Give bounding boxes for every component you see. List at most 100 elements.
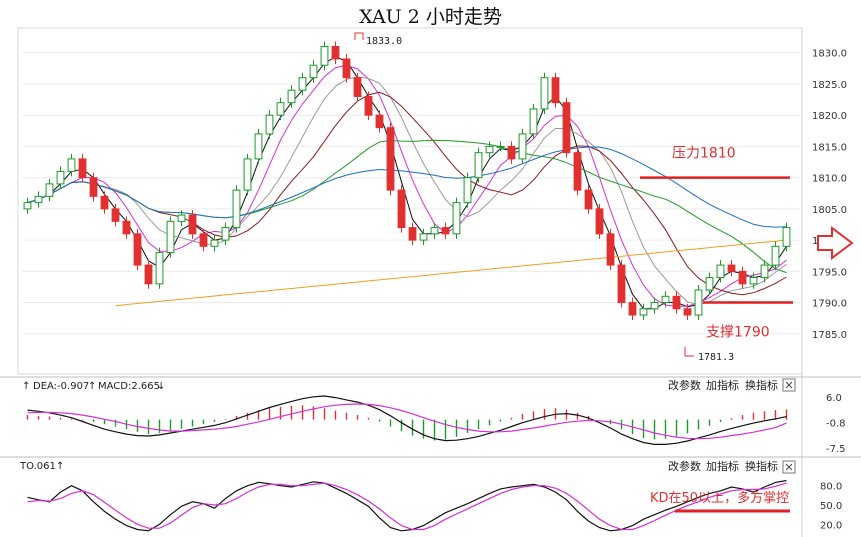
candle-down <box>727 264 736 272</box>
candle-up <box>430 227 439 235</box>
candle-down <box>573 152 582 191</box>
macd-switch-indicator-button[interactable]: 换指标 <box>745 378 778 392</box>
ma-line-gray <box>27 76 787 306</box>
candle-up <box>155 252 164 285</box>
macd-value-label: MACD:2.665 <box>98 381 160 392</box>
kd-switch-indicator-button[interactable]: 换指标 <box>745 459 778 473</box>
candle-down <box>683 308 692 316</box>
high-marker-line <box>354 32 364 40</box>
kd-change-params-button[interactable]: 改参数 <box>668 459 701 473</box>
candle-up <box>34 195 43 204</box>
kd-add-indicator-button[interactable]: 加指标 <box>706 459 739 473</box>
kd-tick-label: 20.0 <box>820 520 842 531</box>
macd-dif-line <box>27 395 787 445</box>
candle-up <box>485 145 494 154</box>
candle-up <box>705 277 714 291</box>
macd-change-params-button[interactable]: 改参数 <box>668 378 701 392</box>
candle-down <box>595 208 604 235</box>
candle-up <box>298 77 307 91</box>
price-tick-label: 1820.0 <box>812 111 847 122</box>
candle-up <box>782 227 791 247</box>
candle-up <box>210 239 219 247</box>
candle-down <box>584 189 593 210</box>
candle-up <box>694 289 703 316</box>
candle-down <box>628 302 637 316</box>
candle-up <box>276 102 285 116</box>
macd-dea-line <box>27 403 787 440</box>
candle-down <box>507 145 516 160</box>
candle-down <box>342 58 351 79</box>
candle-down <box>386 127 395 191</box>
ma-line-blue <box>27 146 787 228</box>
candle-up <box>177 214 186 222</box>
candle-down <box>441 227 450 235</box>
price-tick-label: 1825.0 <box>812 80 847 91</box>
kd-up-arrow-icon: ↑ <box>56 461 64 472</box>
price-grid <box>22 52 802 335</box>
price-tick-label: 1810.0 <box>812 174 847 185</box>
candle-up <box>749 277 758 285</box>
kd-value-label: TO.061 <box>19 461 56 472</box>
kd-d-line <box>27 482 787 531</box>
candle-down <box>122 220 131 235</box>
candle-down <box>375 114 384 129</box>
candle-down <box>111 208 120 222</box>
candle-down <box>89 177 98 197</box>
candle-down <box>606 233 615 266</box>
candle-down <box>100 195 109 210</box>
candle-up <box>23 202 32 210</box>
price-tick-label: 1785.0 <box>812 330 847 341</box>
candle-up <box>540 77 549 110</box>
candle-down <box>144 264 153 285</box>
candle-down <box>199 233 208 247</box>
candle-up <box>650 302 659 310</box>
candle-down <box>397 189 406 229</box>
candle-up <box>320 45 329 66</box>
candle-down <box>738 270 747 285</box>
macd-tick-label: 6.0 <box>826 393 842 404</box>
low-marker-label: 1781.3 <box>698 352 734 363</box>
macd-close-icon[interactable] <box>782 378 796 392</box>
candle-up <box>419 233 428 241</box>
candle-up <box>529 108 538 135</box>
candle-down <box>408 227 417 241</box>
trend-arrow-icon <box>817 226 854 260</box>
resistance-label: 压力1810 <box>672 146 736 162</box>
price-panel-frame <box>17 27 803 375</box>
candle-up <box>56 170 65 185</box>
macd-up-arrow-icon: ↑ <box>22 381 30 392</box>
price-tick-label: 1790.0 <box>812 299 847 310</box>
candle-down <box>672 295 681 310</box>
candle-up <box>716 264 725 279</box>
candle-up <box>474 152 483 179</box>
candle-up <box>518 133 527 160</box>
kd-close-icon[interactable] <box>782 460 796 474</box>
candle-down <box>188 214 197 235</box>
dea-value-label: DEA:-0.907 <box>33 381 89 392</box>
candle-up <box>287 89 296 104</box>
ma-line-orange <box>115 239 787 307</box>
price-tick-labels: 1830.01825.01820.01815.01810.01805.01800… <box>812 49 847 341</box>
macd-arrow-icon: ↑ <box>88 381 96 392</box>
price-tick-label: 1830.0 <box>812 49 847 60</box>
macd-tick-labels: 6.0 -0.8 -7.5 <box>826 393 846 455</box>
candle-up <box>232 189 241 229</box>
candle-down <box>551 77 560 104</box>
ma-line-magenta <box>27 64 787 307</box>
kd-note-label: KD在50以上，多方掌控 <box>650 490 789 506</box>
macd-down-arrow-icon: ↓ <box>157 381 165 392</box>
price-tick-label: 1815.0 <box>812 142 847 153</box>
price-tick-label: 1805.0 <box>812 205 847 216</box>
macd-add-indicator-button[interactable]: 加指标 <box>706 378 739 392</box>
moving-average-lines <box>27 56 787 310</box>
candle-up <box>463 177 472 204</box>
kd-tick-label: 50.0 <box>820 501 842 512</box>
candle-down <box>617 264 626 304</box>
candle-down <box>133 233 142 266</box>
support-label: 支撑1790 <box>706 325 770 341</box>
candle-up <box>452 202 461 235</box>
macd-tick-label: -0.8 <box>826 419 846 430</box>
candle-up <box>661 295 670 304</box>
high-marker-label: 1833.0 <box>366 36 402 47</box>
